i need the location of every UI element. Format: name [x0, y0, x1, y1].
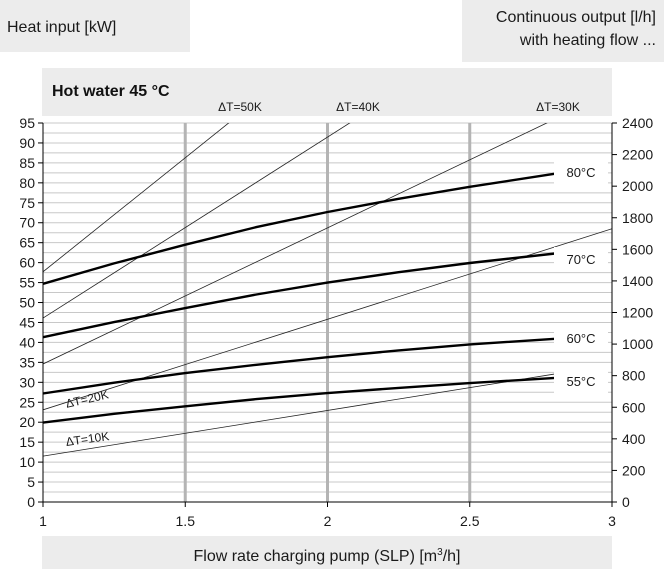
- x-axis-label-panel: [42, 536, 612, 569]
- y-right-tick-label: 200: [622, 462, 646, 478]
- x-tick-label: 2.5: [460, 513, 480, 529]
- y-left-tick-label: 65: [19, 235, 35, 251]
- y-left-tick-label: 35: [19, 354, 35, 370]
- right-axis-header: Continuous output [l/h] with heating flo…: [496, 6, 656, 52]
- y-left-tick-label: 25: [19, 394, 35, 410]
- delta-t-line: [43, 123, 548, 365]
- y-left-tick-label: 10: [19, 454, 35, 470]
- x-axis-label-suffix: /h]: [443, 548, 461, 565]
- chart-title: Hot water 45 °C: [52, 83, 170, 100]
- curve-label: 70°C: [566, 252, 595, 267]
- x-tick-label: 1.5: [176, 513, 196, 529]
- delta-t-label: ΔT=30K: [536, 100, 580, 114]
- y-right-tick-label: 2000: [622, 178, 653, 194]
- y-right-tick-label: 800: [622, 368, 646, 384]
- axes: 0 5 10 15 20 25 30 35 40 45 50 55 60 65 70 75 80 85 90 95 0 2…: [19, 115, 653, 529]
- right-axis-header-line1: Continuous output [l/h]: [495, 9, 656, 26]
- x-tick-label: 3: [608, 513, 616, 529]
- y-left-tick-label: 20: [19, 414, 35, 430]
- line-labels: 80°C70°C60°C55°CΔT=50K ΔT=40K ΔT=30KΔT=20K…: [64, 100, 608, 449]
- y-right-tick-label: 2200: [622, 147, 653, 163]
- x-axis-label-sup: 3: [437, 547, 443, 558]
- y-left-tick-label: 15: [19, 434, 35, 450]
- x-axis-label: Flow rate charging pump (SLP) [m3/h]: [193, 547, 460, 565]
- y-left-tick-label: 45: [19, 314, 35, 330]
- delta-t-line: [43, 373, 556, 457]
- grid: [43, 122, 612, 502]
- curve-line: [42, 376, 556, 424]
- left-header-panel: [0, 0, 190, 52]
- y-left-tick-label: 80: [19, 175, 35, 191]
- delta-t-line: [43, 123, 230, 273]
- curve-label: 80°C: [566, 165, 595, 180]
- x-tick-label: 1: [39, 513, 47, 529]
- curve-label-bg: [554, 326, 608, 350]
- y-left-tick-label: 95: [19, 115, 35, 131]
- y-left-tick-label: 85: [19, 155, 35, 171]
- curve-label-bg: [554, 369, 608, 393]
- y-left-tick-label: 50: [19, 295, 35, 311]
- y-right-tick-label: 1400: [622, 273, 653, 289]
- y-right-tick-label: 1000: [622, 336, 653, 352]
- curve-label-bg: [554, 247, 608, 271]
- y-right-tick-label: 1600: [622, 241, 653, 257]
- curve-label: 55°C: [566, 374, 595, 389]
- y-left-tick-label: 70: [19, 215, 35, 231]
- y-left-tick-label: 55: [19, 275, 35, 291]
- curve-line: [42, 252, 556, 339]
- y-left-tick-label: 5: [27, 474, 35, 490]
- temperature-curves: [42, 172, 556, 424]
- y-right-tick-label: 1200: [622, 305, 653, 321]
- delta-t-label: ΔT=50K: [218, 100, 262, 114]
- delta-t-label: ΔT=10K: [65, 429, 110, 449]
- right-axis-header-line2: with heating flow ...: [519, 32, 656, 49]
- y-left-tick-label: 0: [27, 494, 35, 510]
- x-tick-label: 2: [324, 513, 332, 529]
- right-header-panel: [462, 0, 664, 62]
- y-right-tick-label: 0: [622, 494, 630, 510]
- curve-line: [42, 172, 556, 285]
- left-axis-header: Heat input [kW]: [7, 19, 117, 36]
- y-right-tick-label: 400: [622, 431, 646, 447]
- x-axis-label-prefix: Flow rate charging pump (SLP) [m: [193, 548, 437, 565]
- delta-t-line: [43, 123, 351, 319]
- curve-label-bg: [554, 160, 608, 184]
- chart-title-panel: [42, 68, 612, 116]
- y-left-tick-label: 90: [19, 135, 35, 151]
- y-right-tick-label: 600: [622, 399, 646, 415]
- curve-label: 60°C: [566, 331, 595, 346]
- y-left-tick-label: 30: [19, 374, 35, 390]
- curve-line: [42, 337, 556, 395]
- y-left-tick-label: 60: [19, 255, 35, 271]
- y-left-tick-label: 75: [19, 195, 35, 211]
- y-left-tick-label: 40: [19, 334, 35, 350]
- y-right-tick-label: 2400: [622, 115, 653, 131]
- y-right-tick-label: 1800: [622, 210, 653, 226]
- delta-t-label: ΔT=40K: [336, 100, 380, 114]
